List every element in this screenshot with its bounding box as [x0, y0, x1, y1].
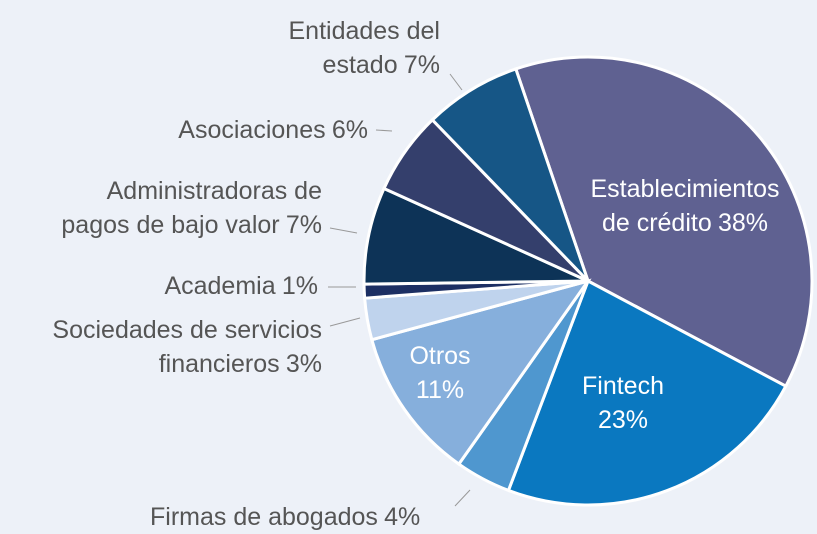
leader-line — [375, 129, 393, 132]
slice-label: Otros 11% — [409, 339, 470, 407]
category-name: Otros — [409, 342, 471, 370]
leader-line — [329, 317, 361, 327]
category-name: Asociaciones — [178, 116, 326, 144]
category-name: Entidades del estado — [288, 17, 440, 79]
pie-slice — [513, 55, 814, 389]
category-name: Firmas de abogados — [150, 503, 378, 531]
slice-label: Asociaciones 6% — [178, 113, 368, 147]
category-name: Fintech — [582, 372, 664, 400]
value-label: 4% — [384, 503, 421, 531]
category-name: Sociedades de servicios financieros — [52, 316, 322, 378]
pie-slice — [506, 278, 788, 507]
slice-label: Establecimientos de crédito 38% — [591, 172, 780, 240]
value-label: 3% — [285, 350, 322, 378]
slice-label: Administradoras de pagos de bajo valor 7% — [61, 174, 322, 242]
value-label: 7% — [285, 211, 322, 239]
value-label: 7% — [403, 51, 440, 79]
value-label: 1% — [281, 272, 318, 300]
pie-slice — [430, 67, 590, 283]
leader-line — [454, 489, 471, 507]
slice-label: Fintech 23% — [582, 369, 664, 437]
category-name: Establecimientos de crédito — [590, 175, 780, 237]
value-label: 6% — [331, 116, 368, 144]
slice-label: Academia 1% — [164, 269, 318, 303]
pie-slice — [369, 278, 592, 467]
category-name: Academia — [164, 272, 276, 300]
value-label: 23% — [597, 406, 649, 434]
slice-label: Sociedades de servicios financieros 3% — [52, 313, 322, 381]
slice-label: Entidades del estado 7% — [288, 14, 440, 82]
slice-label: Firmas de abogados 4% — [150, 500, 420, 534]
leader-line — [329, 227, 358, 234]
value-label: 11% — [415, 376, 465, 404]
value-label: 38% — [717, 209, 769, 237]
leader-line — [449, 73, 463, 91]
category-name: Administradoras de pagos de bajo valor — [61, 177, 322, 239]
